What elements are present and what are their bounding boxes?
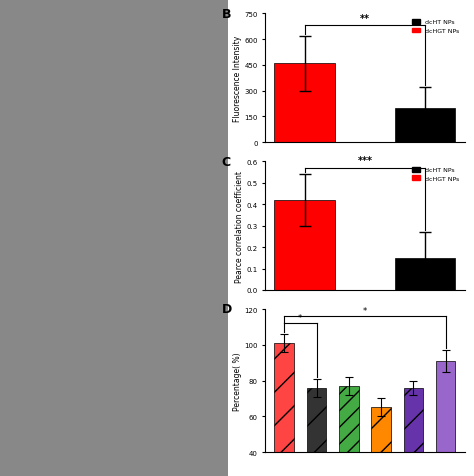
Bar [274,200,335,290]
Y-axis label: Fluorescence Intensity: Fluorescence Intensity [233,36,242,121]
Bar [307,388,326,476]
Text: ***: *** [357,156,373,166]
Bar [274,64,335,143]
Legend: dcHT NPs, dcHGT NPs: dcHT NPs, dcHGT NPs [410,165,461,184]
Bar [395,109,456,143]
Text: **: ** [360,14,370,24]
Text: *: * [363,307,367,316]
Y-axis label: Percentage( %): Percentage( %) [233,352,242,410]
Y-axis label: Pearce correlation coefficient: Pearce correlation coefficient [235,170,244,282]
Legend: dcHT NPs, dcHGT NPs: dcHT NPs, dcHGT NPs [410,18,461,37]
Bar [436,361,456,476]
Text: B: B [222,8,231,21]
Bar [372,407,391,476]
Bar [404,388,423,476]
Bar [395,258,456,290]
Text: *: * [298,314,302,323]
Bar [274,343,294,476]
Text: C: C [222,155,231,169]
Bar [339,386,358,476]
Text: D: D [222,302,232,315]
